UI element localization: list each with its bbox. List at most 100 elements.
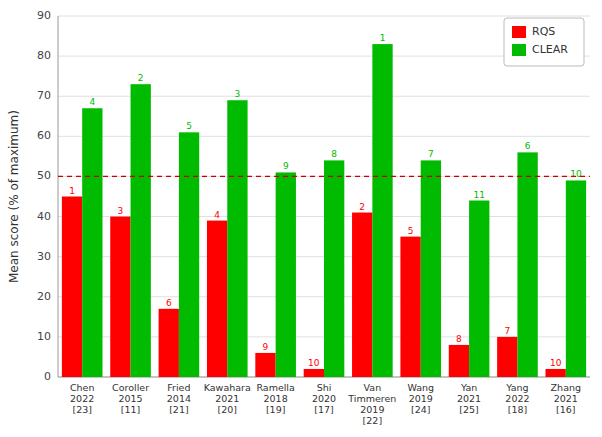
chart-container: 0102030405060708090Chen2022[23]Coroller2…: [0, 0, 602, 437]
x-tick-label-line: [11]: [121, 404, 141, 415]
x-tick-label: Zhang2021[16]: [551, 382, 581, 415]
legend: RQS CLEAR: [504, 18, 584, 66]
x-tick-label-line: Kawahara: [204, 382, 251, 393]
bars: [62, 44, 586, 377]
x-tick-label-line: 2014: [167, 393, 191, 404]
x-tick-label-line: [16]: [556, 404, 576, 415]
rank-label: 11: [474, 190, 485, 200]
grid: [58, 16, 590, 377]
bar: [159, 309, 179, 377]
x-tick-label: Shi2020[17]: [312, 382, 336, 415]
x-tick-label-line: Ramella: [256, 382, 294, 393]
y-tick-label: 50: [37, 169, 51, 182]
x-tick-label-line: 2021: [554, 393, 578, 404]
x-tick-label-line: [21]: [169, 404, 189, 415]
rank-label: 5: [408, 226, 414, 236]
rank-label: 7: [428, 149, 434, 159]
y-tick-label: 40: [37, 210, 51, 223]
x-tick-label-line: Coroller: [112, 382, 149, 393]
y-tick-label: 30: [37, 250, 51, 263]
x-tick-label-line: 2019: [409, 393, 433, 404]
rank-label: 4: [89, 97, 95, 107]
legend-swatch: [512, 44, 526, 56]
rank-label: 9: [283, 161, 289, 171]
x-tick-label: VanTimmeren2019[22]: [347, 382, 396, 426]
x-tick-label-line: [23]: [72, 404, 92, 415]
rank-label: 9: [263, 342, 269, 352]
bar: [110, 217, 130, 377]
x-tick-label-line: Timmeren: [347, 393, 396, 404]
chart: 0102030405060708090Chen2022[23]Coroller2…: [0, 0, 602, 437]
x-tick-label-line: Yan: [460, 382, 477, 393]
bar: [62, 197, 82, 378]
y-tick-label: 90: [37, 9, 51, 22]
bar: [179, 132, 199, 377]
x-tick-label-line: 2022: [505, 393, 529, 404]
x-tick-label-line: Shi: [317, 382, 332, 393]
bar: [497, 337, 517, 377]
rank-label: 3: [118, 206, 124, 216]
bar: [372, 44, 392, 377]
legend-label: RQS: [532, 25, 555, 38]
rank-label: 10: [570, 169, 582, 179]
x-tick-label: Fried2014[21]: [167, 382, 191, 415]
bar: [449, 345, 469, 377]
legend-box: [504, 18, 584, 66]
y-axis-label: Mean score (% of maximum): [7, 110, 21, 283]
x-tick-label: Coroller2015[11]: [112, 382, 149, 415]
x-tick-label-line: Fried: [167, 382, 190, 393]
rank-label: 10: [308, 358, 320, 368]
x-tick-label-line: 2022: [70, 393, 94, 404]
rank-label: 6: [525, 141, 531, 151]
rank-labels: 13649102587104253981711610: [69, 33, 582, 368]
legend-label: CLEAR: [532, 43, 568, 56]
bar: [304, 369, 324, 377]
x-tick-label-line: Zhang: [551, 382, 581, 393]
y-tick-label: 0: [44, 370, 51, 383]
x-tick-label: Ramella2018[19]: [256, 382, 294, 415]
rank-label: 1: [380, 33, 386, 43]
x-tick-label-line: Wang: [407, 382, 434, 393]
reference-line: [58, 176, 590, 177]
x-tick-label-line: 2021: [457, 393, 481, 404]
bar: [352, 213, 372, 377]
bar: [546, 369, 566, 377]
x-tick-label-line: Chen: [70, 382, 95, 393]
rank-label: 5: [186, 121, 192, 131]
bar: [517, 152, 537, 377]
y-tick-label: 10: [37, 330, 51, 343]
bar: [324, 160, 344, 377]
x-tick-label: Kawahara2021[20]: [204, 382, 251, 415]
rank-label: 4: [214, 210, 220, 220]
x-tick-label: Yan2021[25]: [457, 382, 481, 415]
rank-label: 8: [456, 334, 462, 344]
bar: [82, 108, 102, 377]
rank-label: 2: [138, 73, 144, 83]
rank-label: 7: [504, 326, 510, 336]
x-tick-label-line: Yang: [505, 382, 528, 393]
x-tick-label-line: 2018: [264, 393, 288, 404]
x-tick-label-line: [20]: [218, 404, 238, 415]
y-tick-label: 20: [37, 290, 51, 303]
bar: [566, 180, 586, 377]
x-tick-label-line: [19]: [266, 404, 286, 415]
x-tick-label-line: [22]: [363, 415, 383, 426]
y-tick-label: 70: [37, 89, 51, 102]
bar: [207, 221, 227, 377]
bar: [421, 160, 441, 377]
x-tick-label: Yang2022[18]: [505, 382, 529, 415]
x-tick-label-line: 2019: [360, 404, 384, 415]
x-tick-label-line: [25]: [459, 404, 479, 415]
axes: 0102030405060708090Chen2022[23]Coroller2…: [37, 9, 590, 426]
y-tick-label: 80: [37, 49, 51, 62]
rank-label: 8: [331, 149, 337, 159]
rank-label: 1: [69, 186, 75, 196]
y-axis-line: [58, 16, 59, 377]
x-tick-label-line: [24]: [411, 404, 431, 415]
x-tick-label-line: [17]: [314, 404, 334, 415]
grid-line: [58, 16, 590, 17]
bar: [131, 84, 151, 377]
legend-swatch: [512, 26, 526, 38]
rank-label: 3: [235, 89, 241, 99]
bar: [276, 172, 296, 377]
